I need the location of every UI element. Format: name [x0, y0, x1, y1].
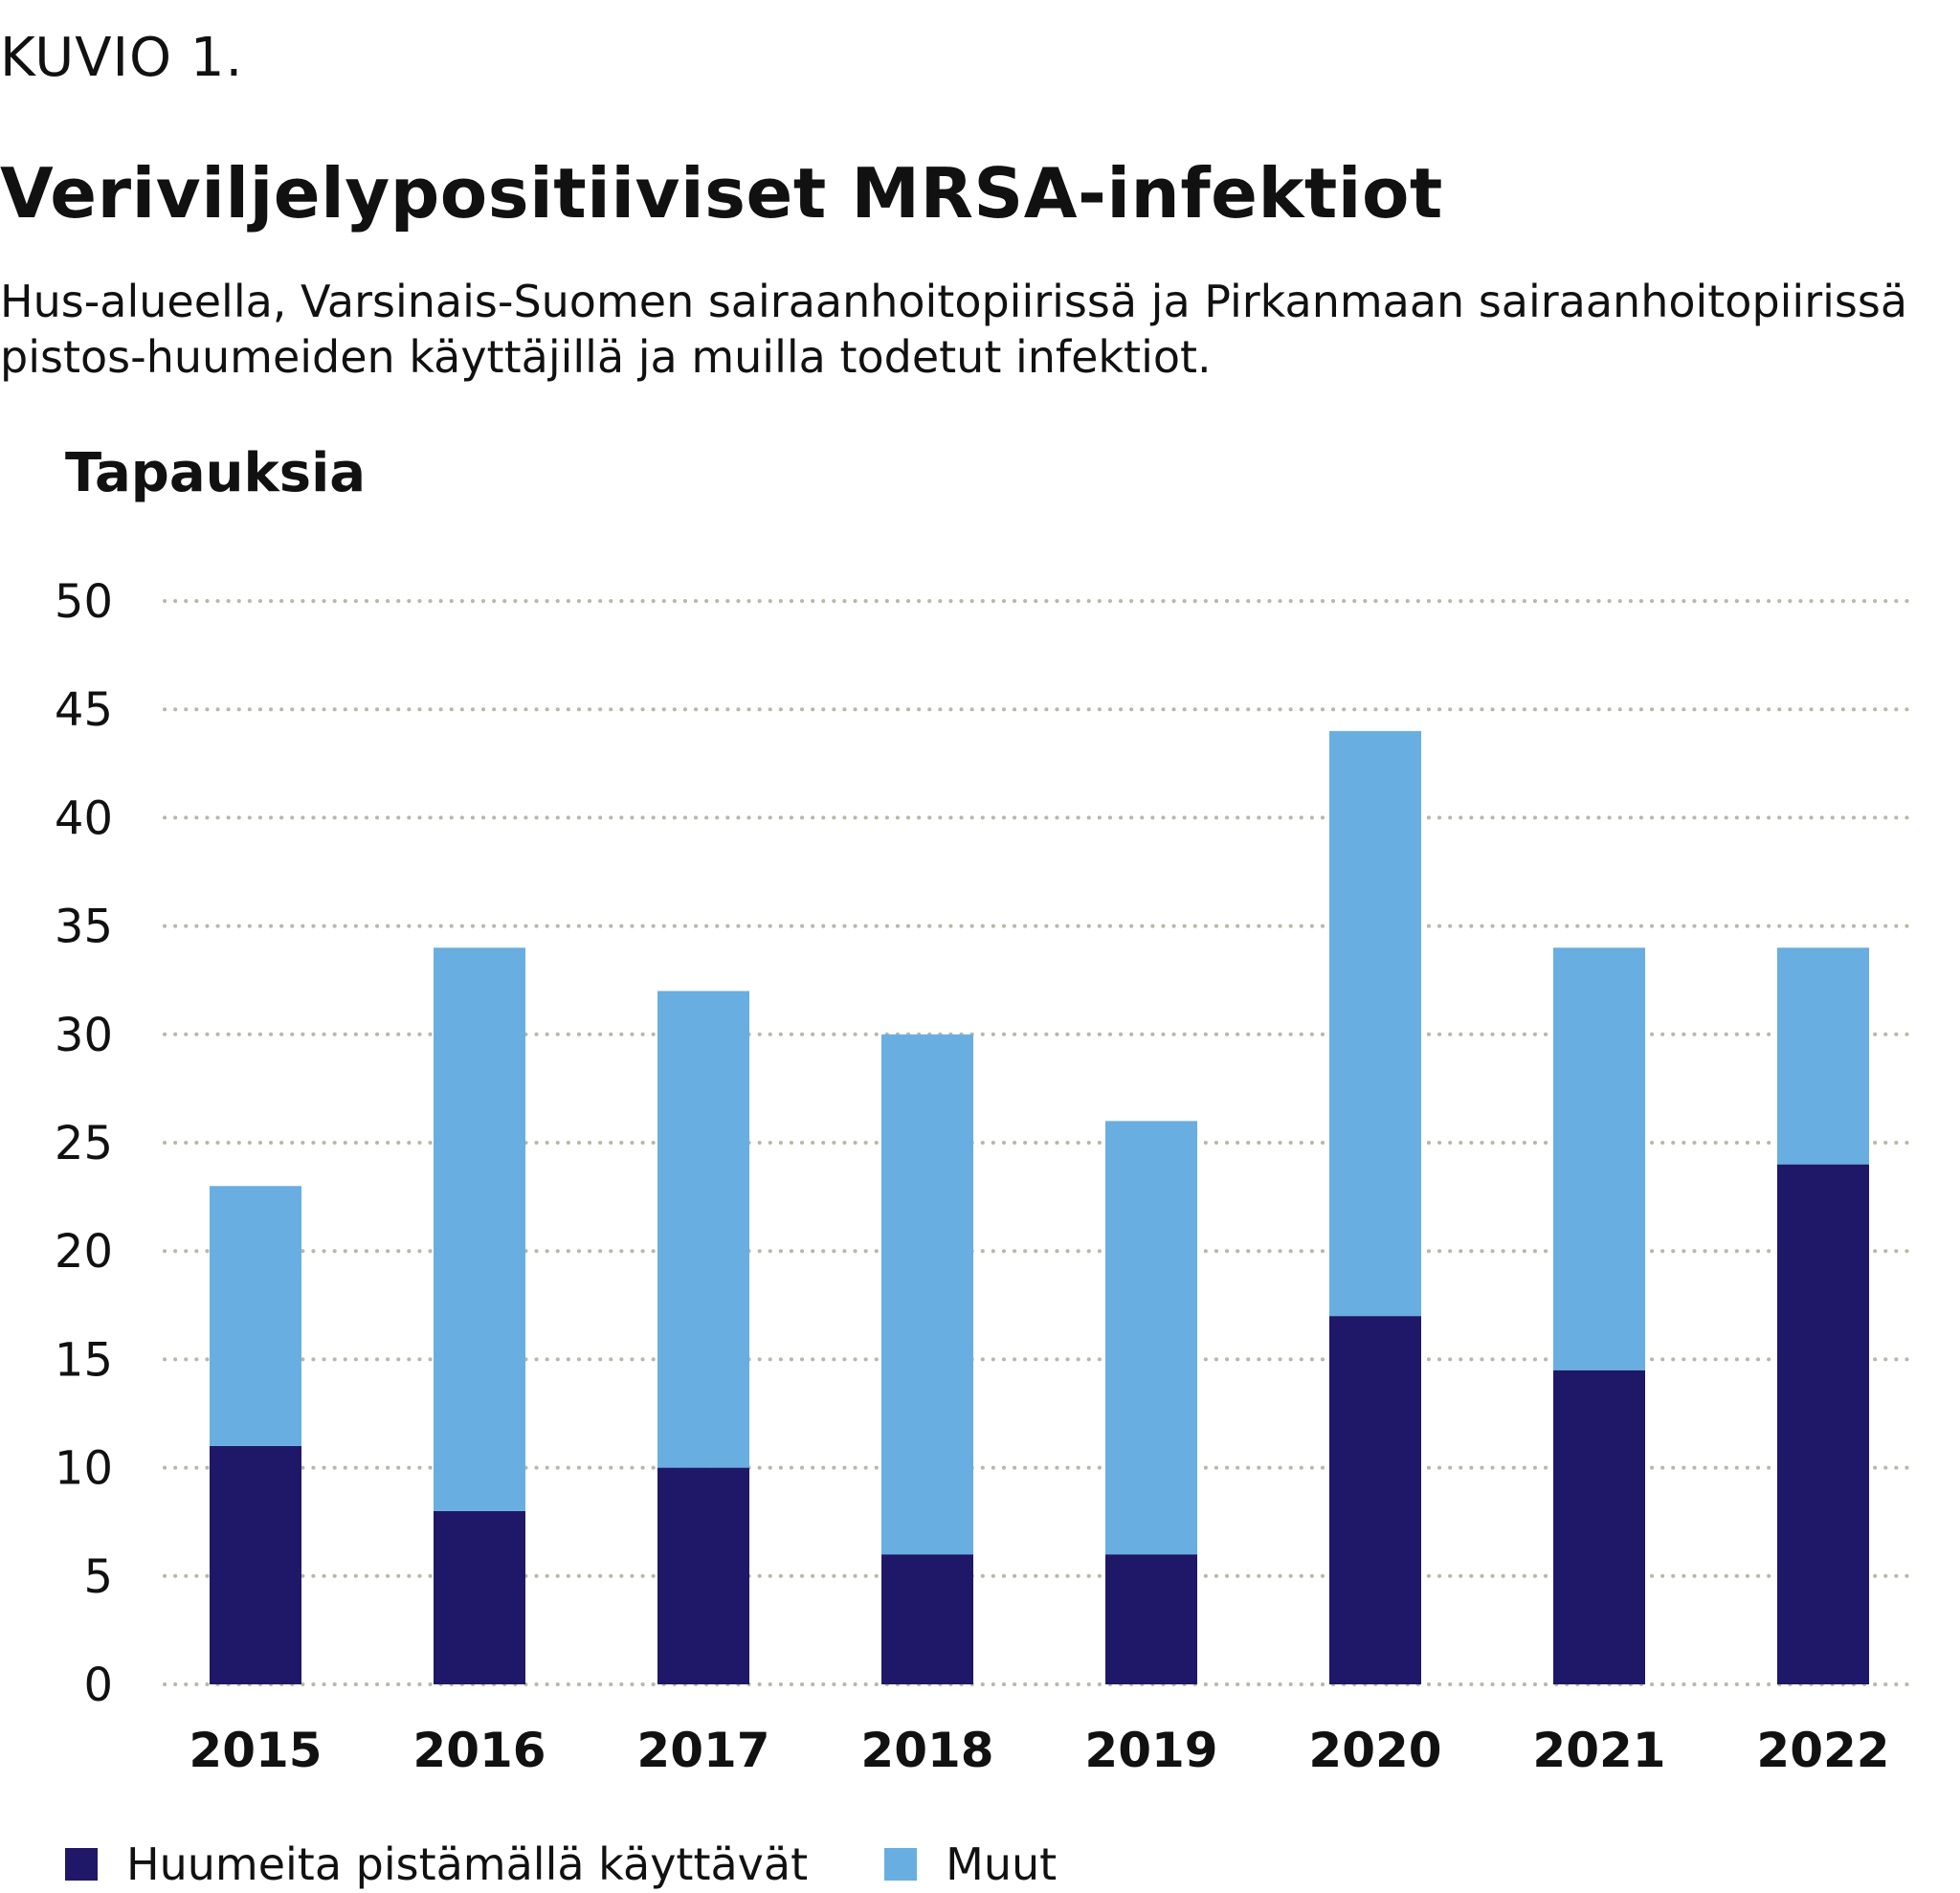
bar-2019-injecting: [1105, 1554, 1197, 1684]
legend-swatch-injecting: [65, 1848, 98, 1881]
figure-number: KUVIO 1.: [0, 27, 244, 89]
grid-lines: [163, 599, 1912, 1686]
x-tick-label-2020: 2020: [1308, 1723, 1441, 1778]
x-tick-label-2018: 2018: [860, 1723, 993, 1778]
x-tick-label-2021: 2021: [1532, 1723, 1665, 1778]
y-tick-label-20: 20: [55, 1225, 113, 1279]
bar-2016-injecting: [434, 1510, 525, 1684]
y-tick-label-10: 10: [55, 1442, 113, 1496]
legend: Huumeita pistämällä käyttävät Muut: [65, 1836, 1133, 1893]
legend-swatch-other: [884, 1848, 918, 1881]
bar-2020-other: [1329, 730, 1421, 1317]
y-tick-label-40: 40: [55, 791, 113, 845]
y-tick-label-45: 45: [55, 683, 113, 737]
y-tick-label-25: 25: [55, 1117, 113, 1170]
y-tick-label-0: 0: [83, 1659, 113, 1712]
x-axis-ticks: 2015 2016 2017 2018 2019 2020 2021 2022: [189, 1723, 1889, 1778]
y-axis-label: Tapauksia: [65, 442, 367, 504]
x-tick-label-2017: 2017: [636, 1723, 769, 1778]
y-tick-label-5: 5: [83, 1550, 113, 1604]
bar-2019-other: [1105, 1121, 1197, 1555]
bar-2017-injecting: [657, 1467, 749, 1684]
bar-2022-injecting: [1777, 1164, 1869, 1684]
legend-label-other: Muut: [946, 1838, 1058, 1890]
x-tick-label-2016: 2016: [412, 1723, 546, 1778]
y-tick-label-50: 50: [55, 575, 113, 629]
x-tick-label-2015: 2015: [189, 1723, 322, 1778]
legend-item-injecting: Huumeita pistämällä käyttävät: [65, 1838, 808, 1890]
bar-2015-other: [210, 1186, 301, 1446]
bar-2018-other: [881, 1034, 973, 1555]
bar-2021-injecting: [1553, 1370, 1645, 1684]
bar-2016-other: [434, 947, 525, 1511]
bar-2018-injecting: [881, 1554, 973, 1684]
bar-2015-injecting: [210, 1445, 301, 1684]
y-axis-ticks: 0 5 10 15 20 25 30 35 40 45 50: [55, 575, 113, 1712]
x-tick-label-2019: 2019: [1084, 1723, 1217, 1778]
bar-2017-other: [657, 991, 749, 1468]
bar-2022-other: [1777, 947, 1869, 1165]
x-tick-label-2022: 2022: [1756, 1723, 1889, 1778]
chart-subtitle: Hus-alueella, Varsinais-Suomen sairaanho…: [0, 276, 1908, 383]
y-tick-label-35: 35: [55, 901, 113, 954]
bar-2021-other: [1553, 947, 1645, 1370]
legend-item-other: Muut: [884, 1838, 1057, 1890]
y-tick-label-30: 30: [55, 1009, 113, 1062]
legend-label-injecting: Huumeita pistämällä käyttävät: [126, 1838, 809, 1890]
bars: [210, 730, 1869, 1684]
bar-2020-injecting: [1329, 1316, 1421, 1684]
y-tick-label-15: 15: [55, 1333, 113, 1387]
chart-title: Veriviljelypositiiviset MRSA-infektiot: [0, 153, 1443, 234]
